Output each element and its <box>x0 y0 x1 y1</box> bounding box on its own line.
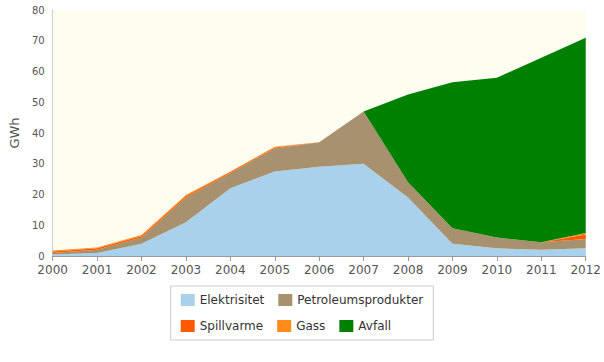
svg-text:20: 20 <box>32 189 45 200</box>
svg-text:Avfall: Avfall <box>358 319 391 333</box>
svg-text:30: 30 <box>32 158 45 169</box>
svg-text:2005: 2005 <box>259 263 290 277</box>
svg-text:Elektrisitet: Elektrisitet <box>200 293 265 307</box>
svg-text:2006: 2006 <box>304 263 335 277</box>
svg-text:Petroleumsprodukter: Petroleumsprodukter <box>297 293 423 307</box>
svg-text:0: 0 <box>38 251 44 262</box>
svg-text:2003: 2003 <box>171 263 202 277</box>
svg-text:Spillvarme: Spillvarme <box>200 319 264 333</box>
svg-text:2001: 2001 <box>82 263 113 277</box>
svg-text:70: 70 <box>32 35 45 46</box>
svg-text:GWh: GWh <box>7 117 22 148</box>
svg-text:2012: 2012 <box>570 263 601 277</box>
svg-text:40: 40 <box>32 128 45 139</box>
svg-text:50: 50 <box>32 97 45 108</box>
svg-text:80: 80 <box>32 5 45 16</box>
svg-text:2008: 2008 <box>393 263 424 277</box>
svg-text:Gass: Gass <box>296 319 325 333</box>
svg-text:10: 10 <box>32 220 45 231</box>
svg-text:2000: 2000 <box>37 263 68 277</box>
svg-text:2007: 2007 <box>348 263 379 277</box>
svg-text:2011: 2011 <box>526 263 557 277</box>
svg-text:2002: 2002 <box>126 263 157 277</box>
svg-text:2004: 2004 <box>215 263 246 277</box>
svg-text:60: 60 <box>32 66 45 77</box>
svg-text:2009: 2009 <box>437 263 468 277</box>
svg-text:2010: 2010 <box>482 263 513 277</box>
